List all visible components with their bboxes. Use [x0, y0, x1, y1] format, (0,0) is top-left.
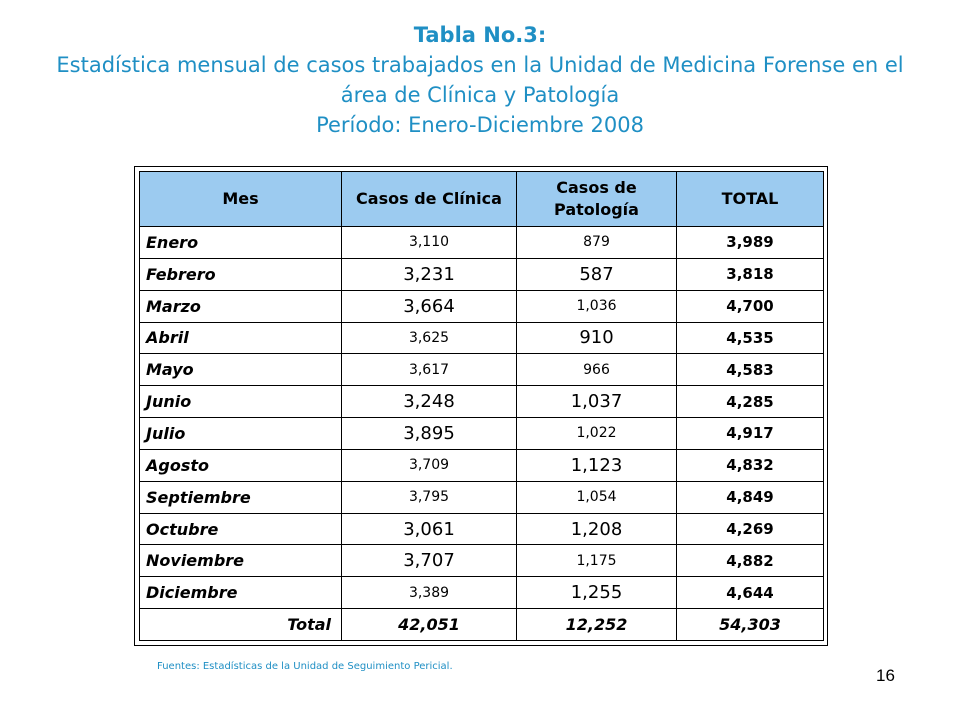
table-row: Mayo 3,617 966 4,583: [139, 353, 824, 387]
cell-total: 4,700: [676, 289, 824, 323]
source-note: Fuentes: Estadísticas de la Unidad de Se…: [157, 661, 453, 672]
cell-clinica: 3,895: [341, 417, 517, 450]
table-header-row: Mes Casos de Clínica Casos de Patología …: [139, 171, 824, 227]
table-row: Diciembre 3,389 1,255 4,644: [139, 576, 824, 610]
page-number: 16: [876, 666, 895, 685]
cell-clinica: 3,625: [341, 321, 517, 355]
cell-total: 4,285: [676, 385, 824, 419]
cell-patologia: 1,022: [516, 417, 677, 450]
cell-total-clinica: 42,051: [341, 608, 517, 641]
cell-clinica: 3,617: [341, 353, 517, 387]
header-casos-patologia: Casos de Patología: [516, 171, 677, 227]
cell-clinica: 3,707: [341, 544, 517, 578]
statistics-table: Mes Casos de Clínica Casos de Patología …: [139, 171, 824, 641]
header-total: TOTAL: [676, 171, 824, 227]
cell-clinica: 3,389: [341, 576, 517, 610]
cell-mes: Noviembre: [139, 544, 342, 578]
cell-mes: Octubre: [139, 512, 342, 546]
table-description-line1: Estadística mensual de casos trabajados …: [56, 53, 904, 77]
table-number-title: Tabla No.3:: [413, 23, 547, 47]
cell-patologia: 910: [516, 321, 677, 355]
table-row: Agosto 3,709 1,123 4,832: [139, 448, 824, 482]
cell-mes: Septiembre: [139, 480, 342, 514]
cell-total-label: Total: [139, 608, 342, 641]
table-row: Marzo 3,664 1,036 4,700: [139, 289, 824, 323]
cell-patologia: 1,175: [516, 544, 677, 578]
cell-total-patologia: 12,252: [516, 608, 677, 641]
cell-total: 4,882: [676, 544, 824, 578]
cell-mes: Junio: [139, 385, 342, 419]
table-row: Octubre 3,061 1,208 4,269: [139, 512, 824, 546]
cell-total: 4,832: [676, 448, 824, 482]
cell-clinica: 3,795: [341, 480, 517, 514]
cell-patologia: 587: [516, 257, 677, 291]
cell-total: 3,818: [676, 257, 824, 291]
table-row: Abril 3,625 910 4,535: [139, 321, 824, 355]
statistics-table-frame: Mes Casos de Clínica Casos de Patología …: [134, 166, 828, 646]
title-block: Tabla No.3: Estadística mensual de casos…: [0, 20, 960, 140]
table-description-line2: área de Clínica y Patología: [340, 83, 620, 107]
cell-total: 4,849: [676, 480, 824, 514]
cell-patologia: 1,036: [516, 289, 677, 323]
cell-mes: Diciembre: [139, 576, 342, 610]
cell-mes: Enero: [139, 226, 342, 259]
cell-mes: Marzo: [139, 289, 342, 323]
cell-patologia: 966: [516, 353, 677, 387]
table-period: Período: Enero-Diciembre 2008: [316, 113, 644, 137]
header-casos-clinica: Casos de Clínica: [341, 171, 517, 227]
table-row: Enero 3,110 879 3,989: [139, 226, 824, 259]
cell-patologia: 1,255: [516, 576, 677, 610]
cell-total: 4,917: [676, 417, 824, 450]
cell-mes: Julio: [139, 417, 342, 450]
cell-mes: Febrero: [139, 257, 342, 291]
cell-clinica: 3,110: [341, 226, 517, 259]
cell-total: 4,269: [676, 512, 824, 546]
cell-grand-total: 54,303: [676, 608, 824, 641]
cell-total: 4,583: [676, 353, 824, 387]
cell-clinica: 3,709: [341, 448, 517, 482]
table-total-row: Total 42,051 12,252 54,303: [139, 608, 824, 641]
cell-clinica: 3,231: [341, 257, 517, 291]
cell-clinica: 3,248: [341, 385, 517, 419]
cell-patologia: 879: [516, 226, 677, 259]
cell-mes: Abril: [139, 321, 342, 355]
cell-mes: Agosto: [139, 448, 342, 482]
cell-patologia: 1,123: [516, 448, 677, 482]
cell-total: 3,989: [676, 226, 824, 259]
table-row: Noviembre 3,707 1,175 4,882: [139, 544, 824, 578]
cell-clinica: 3,061: [341, 512, 517, 546]
header-mes: Mes: [139, 171, 342, 227]
table-row: Julio 3,895 1,022 4,917: [139, 417, 824, 450]
cell-clinica: 3,664: [341, 289, 517, 323]
cell-patologia: 1,037: [516, 385, 677, 419]
cell-total: 4,644: [676, 576, 824, 610]
table-row: Junio 3,248 1,037 4,285: [139, 385, 824, 419]
cell-mes: Mayo: [139, 353, 342, 387]
cell-total: 4,535: [676, 321, 824, 355]
table-row: Septiembre 3,795 1,054 4,849: [139, 480, 824, 514]
cell-patologia: 1,054: [516, 480, 677, 514]
table-row: Febrero 3,231 587 3,818: [139, 257, 824, 291]
cell-patologia: 1,208: [516, 512, 677, 546]
